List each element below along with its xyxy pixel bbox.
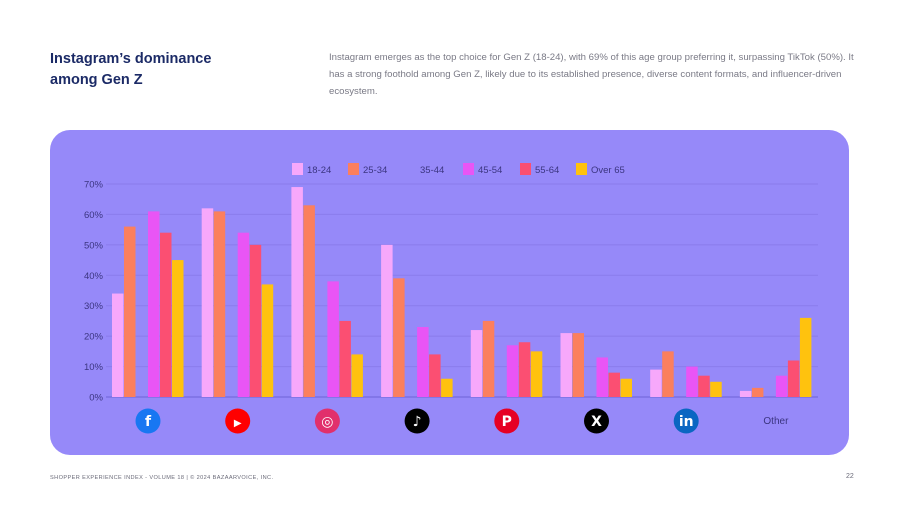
bar-other-over65	[799, 317, 812, 397]
bar-pinterest-55-64	[518, 342, 531, 397]
bar-linkedin-25-34	[662, 351, 674, 397]
legend-label: 35-44	[420, 165, 444, 176]
bar-pinterest-18-24	[470, 330, 483, 397]
bar-youtube-55-64	[249, 244, 262, 397]
legend-label: 55-64	[535, 165, 559, 176]
bar-facebook-25-34	[124, 226, 136, 397]
bar-facebook-over65	[172, 260, 184, 397]
y-tick-label: 60%	[84, 210, 104, 221]
bar-instagram-over65	[351, 354, 363, 397]
y-tick-label: 0%	[89, 393, 103, 404]
legend-swatch	[520, 163, 531, 175]
y-tick-label: 50%	[84, 240, 104, 251]
bar-x-over65	[620, 378, 632, 397]
instagram-icon-glyph: ◎	[321, 414, 333, 430]
bar-instagram-18-24	[291, 187, 303, 397]
bar-other-55-64	[787, 360, 800, 397]
title-line-2: among Gen Z	[50, 72, 143, 88]
bar-youtube-45-54	[237, 232, 250, 397]
legend-label: 45-54	[478, 165, 502, 176]
bar-pinterest-over65	[530, 351, 543, 397]
legend-swatch	[463, 163, 474, 175]
bar-linkedin-over65	[710, 381, 722, 397]
y-tick-label: 30%	[84, 301, 104, 312]
legend-label: 25-34	[363, 165, 387, 176]
bar-linkedin-18-24	[650, 369, 662, 397]
bar-youtube-over65	[261, 284, 274, 397]
legend-swatch	[576, 163, 587, 175]
y-tick-label: 40%	[84, 271, 104, 282]
pinterest-icon-glyph: P	[502, 414, 512, 430]
title-line-1: Instagram’s dominance	[50, 51, 212, 67]
linkedin-icon-glyph: in	[679, 414, 694, 430]
facebook-icon-glyph: f	[145, 414, 152, 430]
bar-tiktok-over65	[441, 378, 453, 397]
bar-other-25-34	[751, 387, 764, 397]
pinterest-icon	[494, 408, 520, 434]
bar-instagram-55-64	[339, 320, 351, 397]
legend-swatch	[292, 163, 303, 175]
bar-tiktok-25-34	[393, 278, 405, 397]
legend-swatch	[348, 163, 359, 175]
bar-x-45-54	[596, 357, 608, 397]
facebook-icon	[135, 408, 161, 434]
bar-other-18-24	[739, 390, 752, 397]
youtube-icon-glyph: ▶	[234, 418, 242, 429]
bar-instagram-25-34	[303, 205, 315, 397]
page-title: Instagram’s dominance among Gen Z	[50, 49, 250, 91]
bar-instagram-45-54	[327, 281, 339, 397]
tiktok-icon	[404, 408, 430, 434]
bar-x-25-34	[572, 333, 584, 397]
y-tick-label: 70%	[84, 180, 104, 191]
bar-facebook-18-24	[112, 293, 124, 397]
tiktok-icon-glyph: ♪	[413, 414, 422, 430]
bar-x-18-24	[560, 333, 572, 397]
bar-tiktok-55-64	[429, 354, 441, 397]
page-number: 22	[846, 473, 854, 480]
bar-youtube-25-34	[213, 211, 226, 397]
instagram-icon	[314, 408, 340, 434]
legend-label: 18-24	[307, 165, 331, 176]
x-icon-glyph: X	[591, 414, 602, 430]
x-icon	[584, 408, 609, 434]
y-tick-label: 20%	[84, 332, 104, 343]
description: Instagram emerges as the top choice for …	[329, 52, 854, 97]
bar-youtube-18-24	[201, 208, 214, 397]
footer-text: SHOPPER EXPERIENCE INDEX - VOLUME 18 | ©…	[50, 475, 274, 481]
bar-facebook-45-54	[148, 211, 160, 397]
bar-facebook-55-64	[160, 232, 172, 397]
youtube-icon	[225, 408, 251, 434]
bar-tiktok-18-24	[381, 244, 393, 397]
bar-pinterest-45-54	[506, 345, 519, 397]
bar-x-55-64	[608, 372, 620, 397]
bar-linkedin-45-54	[686, 366, 698, 397]
legend-label: Over 65	[591, 165, 625, 176]
bar-linkedin-55-64	[698, 375, 710, 397]
bar-pinterest-25-34	[482, 320, 495, 397]
bar-other-45-54	[775, 375, 788, 397]
linkedin-icon	[673, 408, 699, 434]
category-label-other: Other	[763, 416, 789, 427]
bar-tiktok-45-54	[417, 327, 429, 397]
y-tick-label: 10%	[84, 362, 104, 373]
